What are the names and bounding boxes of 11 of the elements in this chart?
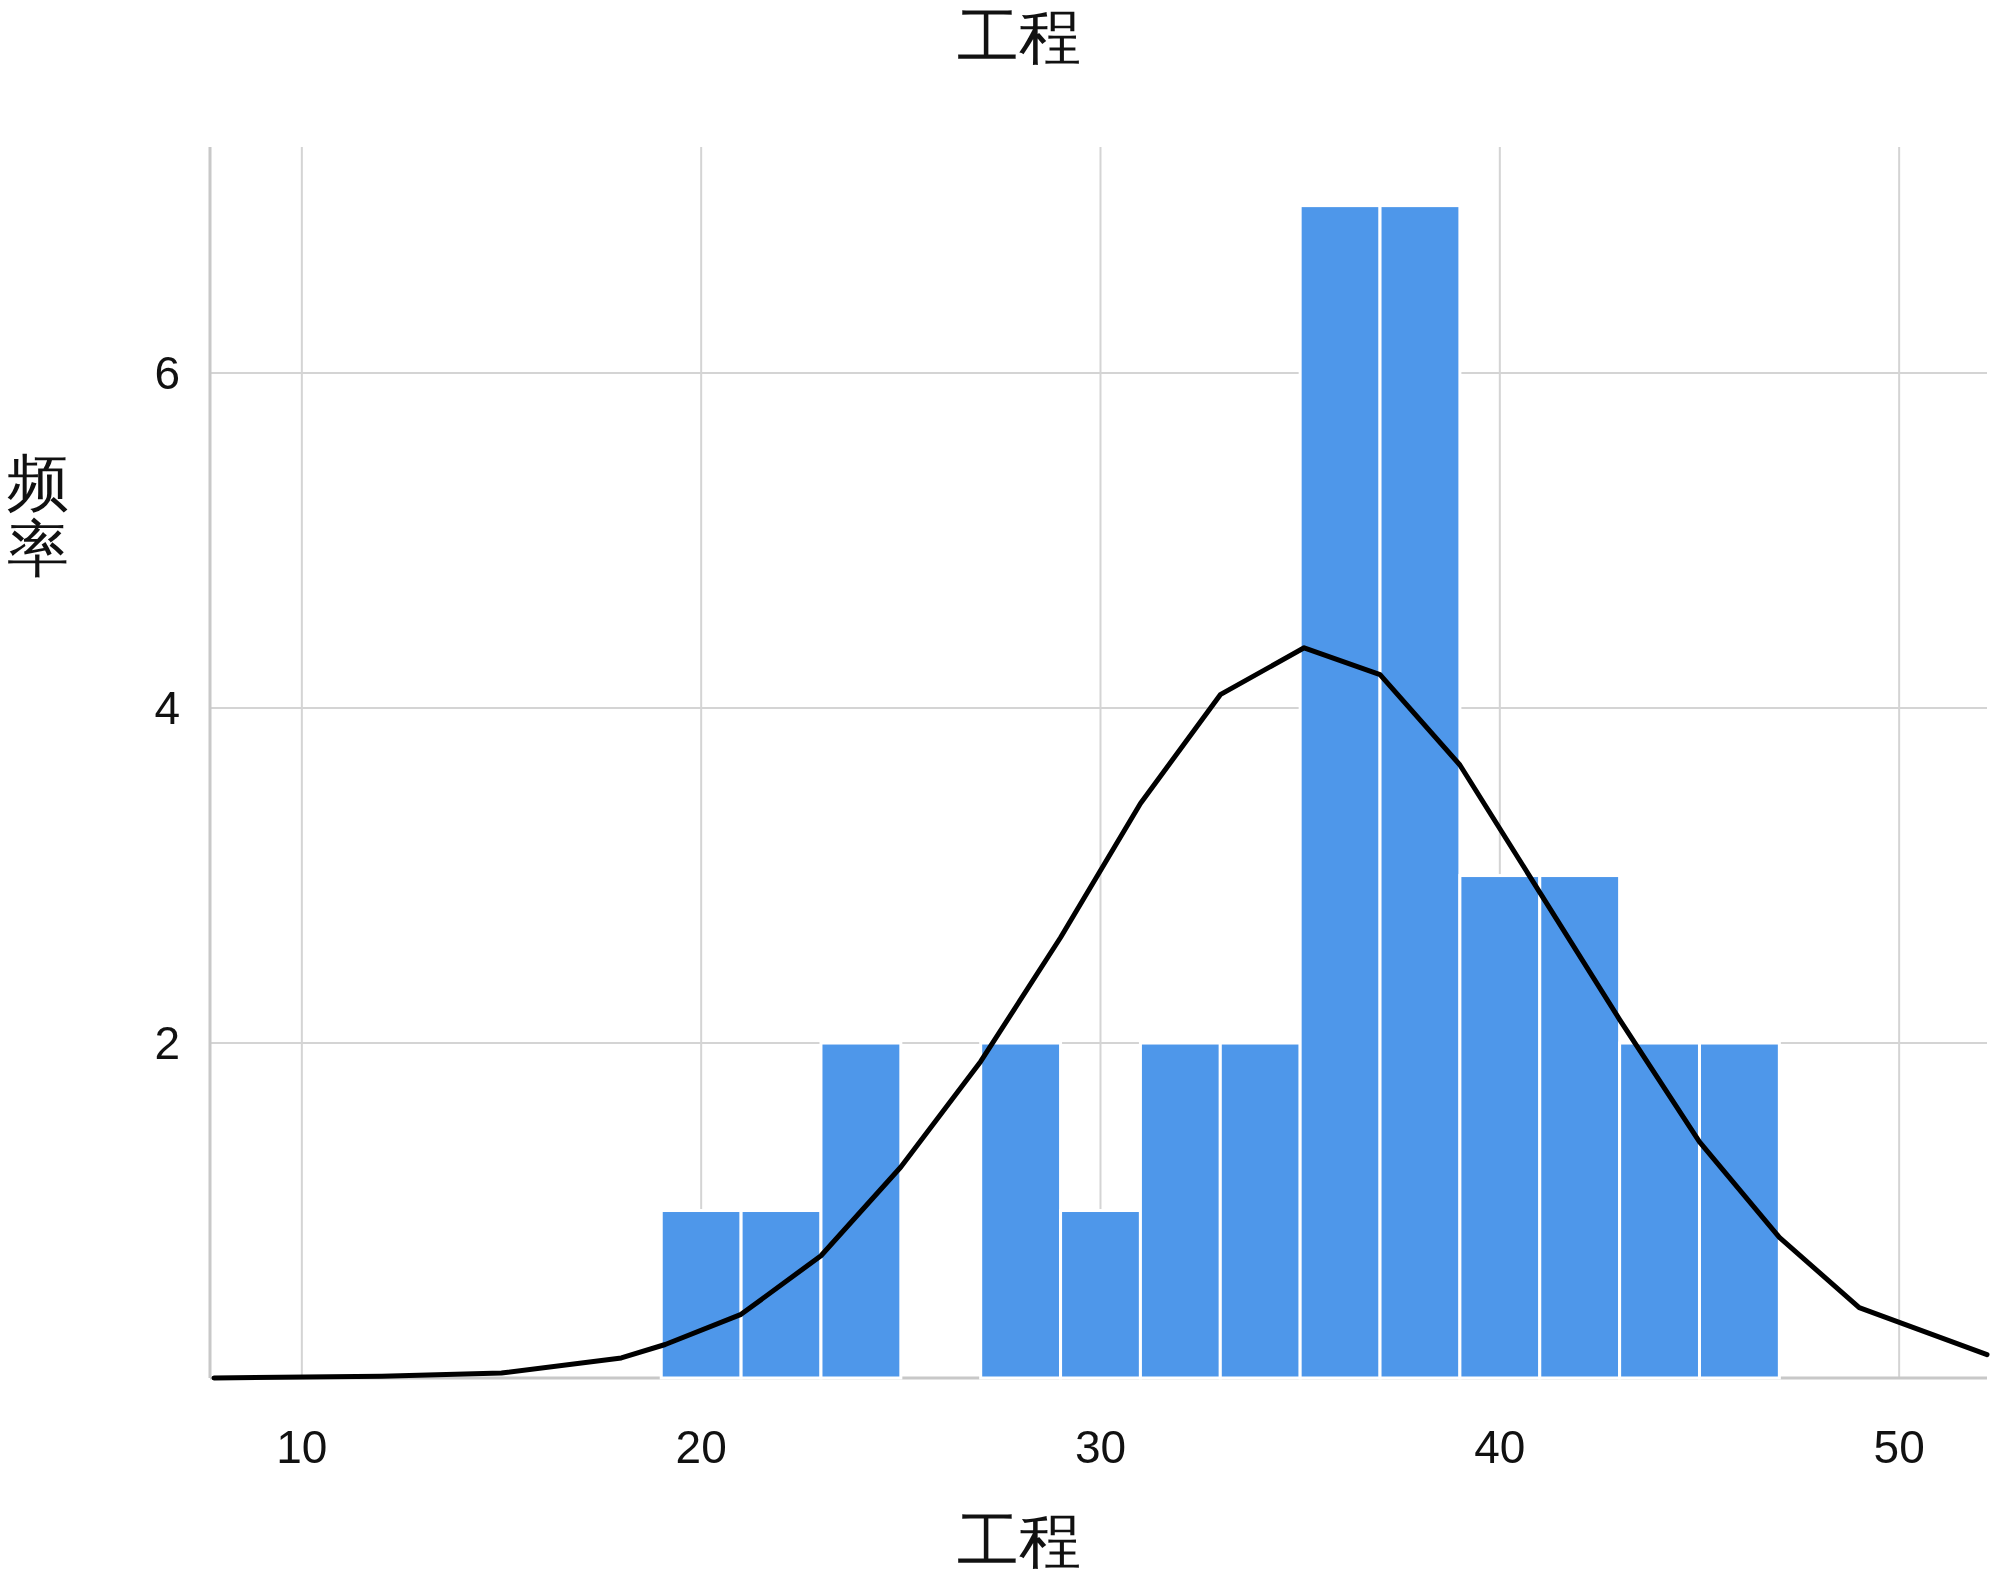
- x-tick-label: 30: [1074, 1421, 1127, 1473]
- y-tick-label: 4: [154, 682, 180, 735]
- chart-title: 工程: [956, 2, 1081, 71]
- x-axis-title: 工程: [956, 1506, 1081, 1575]
- y-axis-title: 频率: [7, 448, 69, 583]
- x-tick-label: 50: [1873, 1421, 1925, 1473]
- x-tick-label: 10: [276, 1421, 328, 1473]
- x-tick-label: 40: [1474, 1421, 1526, 1473]
- y-tick-label: 6: [154, 347, 180, 400]
- x-tick-label: 20: [675, 1421, 727, 1473]
- y-tick-label: 2: [154, 1017, 180, 1070]
